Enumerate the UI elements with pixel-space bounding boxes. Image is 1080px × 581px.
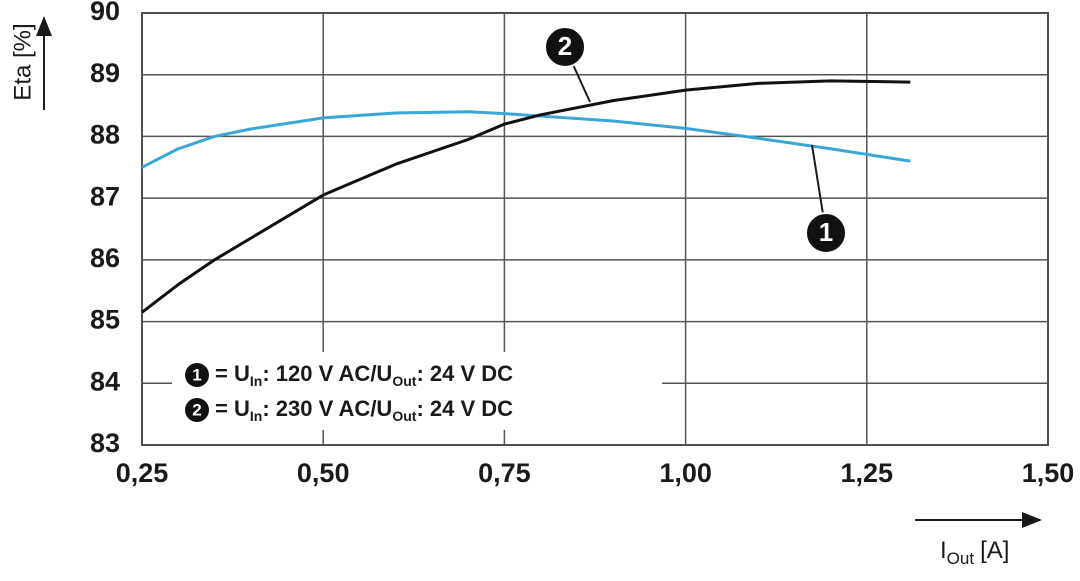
x-tick-label: 0,75 <box>478 458 531 488</box>
x-tick-label: 1,25 <box>841 458 894 488</box>
legend-text: : 24 V DC <box>416 396 513 421</box>
y-tick-label: 86 <box>90 243 120 273</box>
legend-sub: In <box>250 408 262 424</box>
legend-text: = U <box>215 396 250 421</box>
legend-box <box>172 352 662 430</box>
y-tick-label: 83 <box>90 428 120 458</box>
x-label-unit: [A] <box>980 537 1009 564</box>
legend-sub: Out <box>392 373 416 389</box>
y-tick-label: 88 <box>90 120 120 150</box>
y-tick-label: 89 <box>90 58 120 88</box>
legend-entry: = UIn: 120 V AC/UOut: 24 V DC <box>215 361 513 389</box>
legend-marker <box>185 363 209 387</box>
y-tick-label: 85 <box>90 305 120 335</box>
legend-marker-label: 1 <box>192 365 201 384</box>
callout-circle <box>544 26 586 68</box>
legend-marker-label: 2 <box>192 400 201 419</box>
legend-text: : 230 V AC/U <box>262 396 392 421</box>
y-tick-label: 87 <box>90 181 120 211</box>
callout-label: 1 <box>819 217 833 247</box>
legend-sub: In <box>250 373 262 389</box>
y-tick-label: 84 <box>90 366 120 396</box>
x-label-main: I <box>940 537 947 564</box>
x-label-sub: Out <box>947 549 975 568</box>
y-axis-label: Eta [%] <box>9 23 36 100</box>
callout-label: 2 <box>558 31 572 61</box>
legend-text: : 120 V AC/U <box>262 361 392 386</box>
x-tick-label: 1,00 <box>659 458 712 488</box>
x-axis-label: IOut [A] <box>940 537 1009 568</box>
legend-text: : 24 V DC <box>416 361 513 386</box>
x-tick-label: 0,25 <box>116 458 169 488</box>
y-tick-label: 90 <box>90 0 120 26</box>
line-series <box>141 110 911 169</box>
legend-sub: Out <box>392 408 416 424</box>
legend-marker <box>185 398 209 422</box>
legend-text: = U <box>215 361 250 386</box>
x-tick-label: 0,50 <box>297 458 350 488</box>
x-tick-label: 1,50 <box>1022 458 1075 488</box>
line-series <box>141 79 911 314</box>
callout-circle <box>805 212 847 254</box>
legend-entry: = UIn: 230 V AC/UOut: 24 V DC <box>215 396 513 424</box>
